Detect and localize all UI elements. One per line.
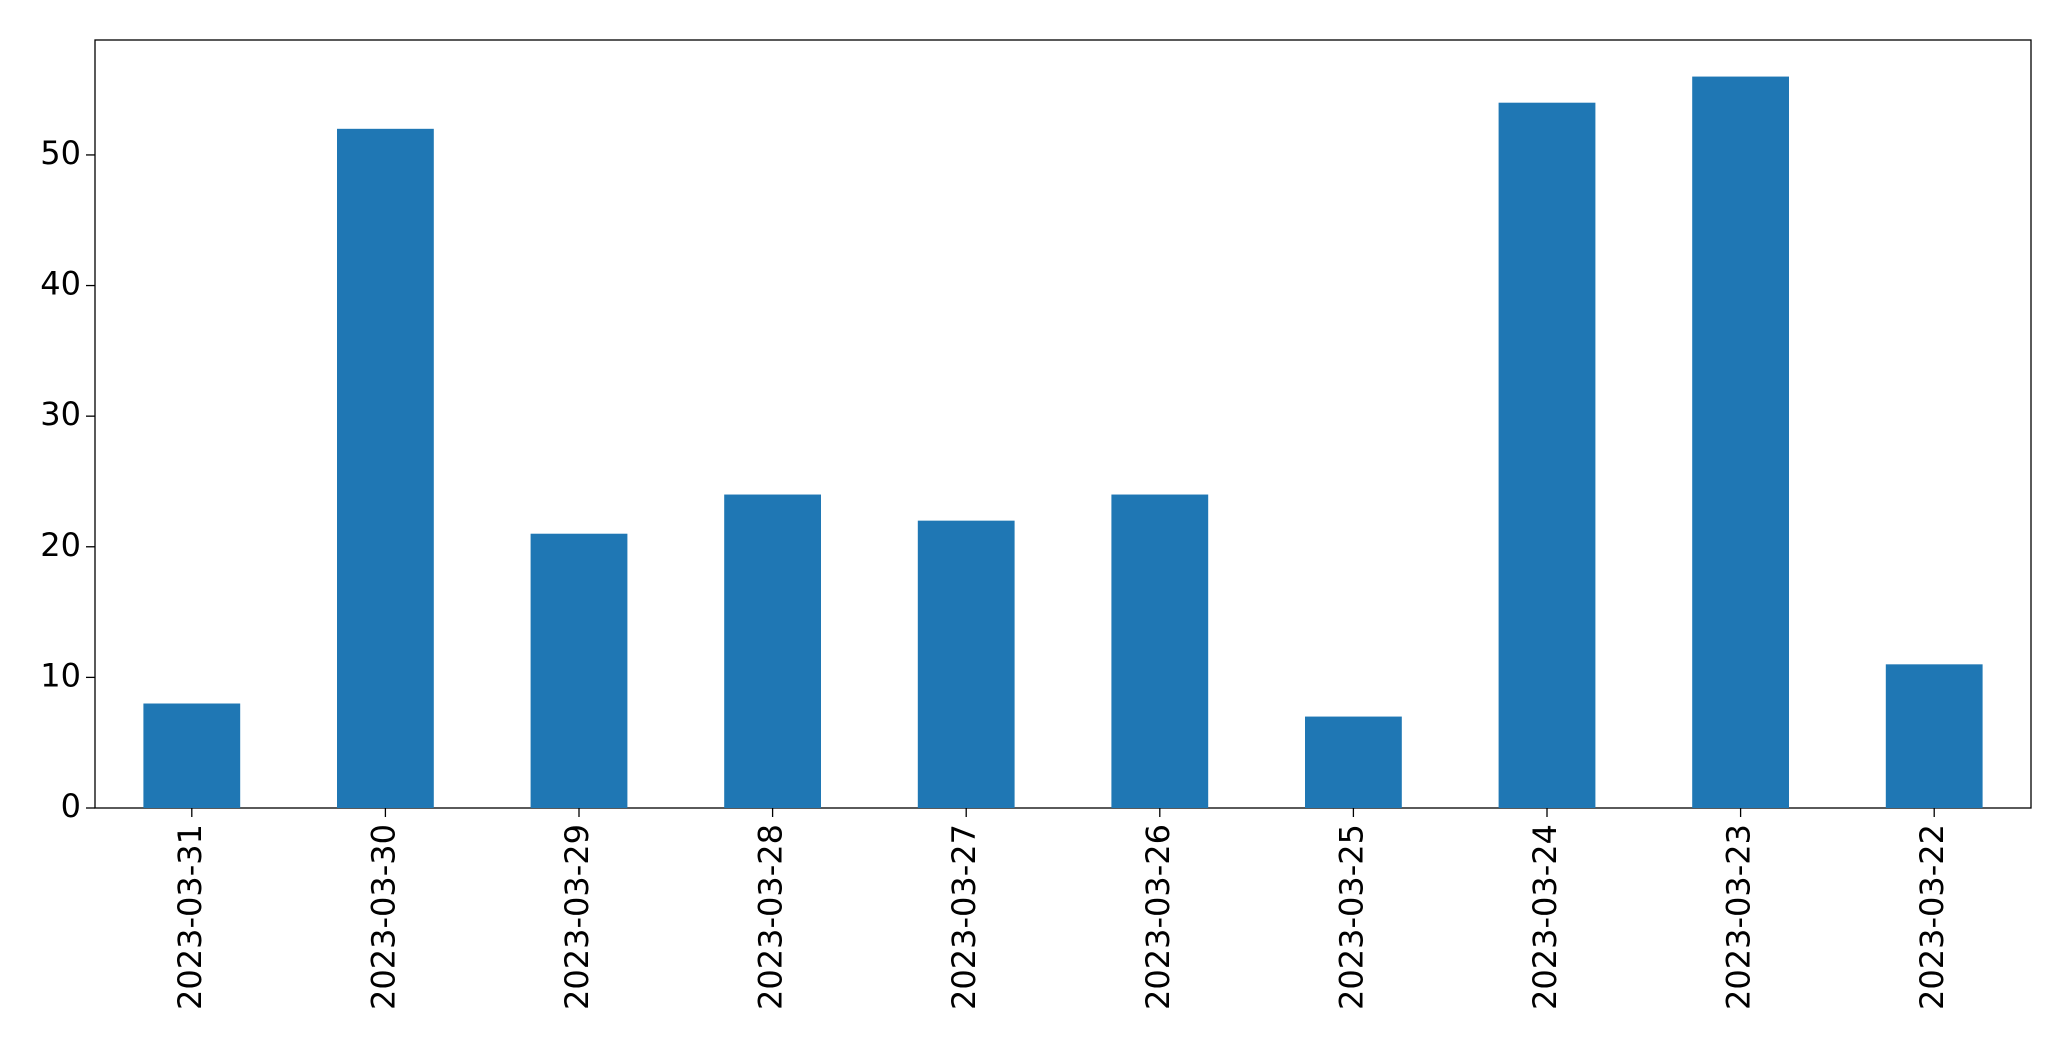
bar: [337, 128, 434, 808]
x-tick-label: 2023-03-30: [364, 824, 402, 1010]
bar: [530, 533, 628, 808]
bar: [917, 520, 1015, 808]
bar: [1692, 76, 1789, 809]
x-tick-label: 2023-03-24: [1526, 824, 1564, 1010]
bar: [143, 703, 241, 808]
x-tick-label: 2023-03-27: [945, 824, 983, 1010]
bar: [1885, 664, 1983, 808]
x-tick-label: 2023-03-28: [752, 824, 790, 1010]
y-tick-label: 20: [40, 526, 81, 564]
bar: [1111, 494, 1209, 808]
x-tick-label: 2023-03-29: [558, 824, 596, 1010]
y-tick-label: 50: [40, 134, 81, 172]
y-tick-label: 40: [40, 265, 81, 303]
y-tick-label: 0: [61, 787, 81, 825]
x-tick-label: 2023-03-31: [171, 824, 209, 1010]
x-tick-label: 2023-03-23: [1720, 824, 1758, 1010]
x-tick-label: 2023-03-26: [1139, 824, 1177, 1010]
x-tick-label: 2023-03-22: [1913, 824, 1951, 1010]
bar: [724, 494, 821, 808]
x-tick-label: 2023-03-25: [1332, 824, 1370, 1010]
y-tick-label: 30: [40, 395, 81, 433]
bar: [1305, 716, 1402, 808]
plot-frame: [94, 39, 2032, 809]
y-tick-label: 10: [40, 656, 81, 694]
bar: [1498, 102, 1596, 809]
